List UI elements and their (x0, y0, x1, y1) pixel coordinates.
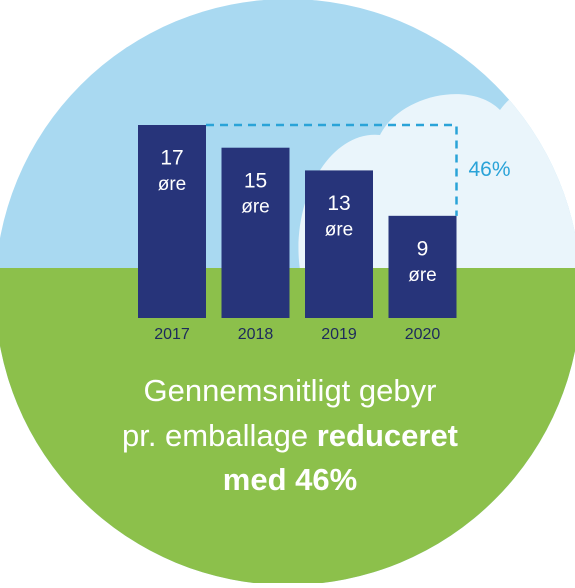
annotation: 46% (469, 158, 511, 181)
unit-label: øre (158, 174, 187, 195)
bar (305, 170, 373, 318)
unit-label: øre (408, 265, 437, 286)
value-label: 13 (327, 192, 350, 215)
caption-line: Gennemsnitligt gebyr (144, 373, 437, 408)
x-tick-label: 2018 (238, 326, 274, 343)
x-tick-label: 2019 (321, 326, 357, 343)
bar (388, 215, 457, 318)
unit-label: øre (241, 197, 270, 218)
caption-text: pr. emballage (122, 418, 308, 453)
value-label: 9 (417, 237, 429, 260)
bar (138, 125, 206, 318)
bar (221, 147, 290, 318)
caption-line: pr. emballage reduceret (122, 418, 458, 453)
caption-bold: med 46% (223, 462, 357, 497)
unit-label: øre (325, 219, 354, 240)
bars: 17 øre 2017 15 øre 2018 13 øre 2019 9 øre 2020 46% (138, 123, 511, 343)
x-tick-label: 2017 (154, 326, 190, 343)
value-label: 15 (244, 169, 267, 192)
value-label: 17 (160, 147, 183, 170)
x-tick-label: 2020 (405, 326, 441, 343)
caption-bold: reduceret (317, 418, 458, 453)
reduction-bracket (206, 123, 458, 216)
